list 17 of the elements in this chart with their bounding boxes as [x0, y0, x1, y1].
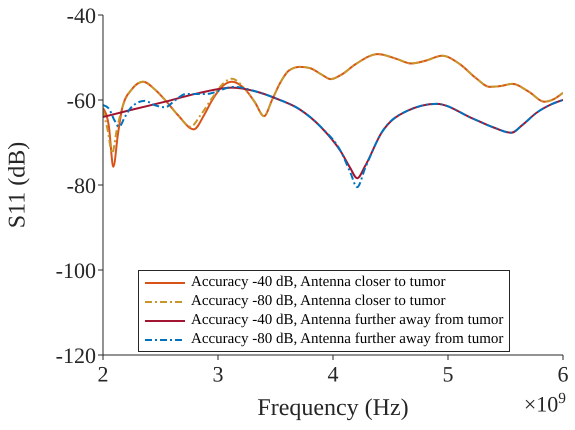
y-tick-label: -80 [66, 172, 96, 198]
y-tick-label: -100 [56, 258, 96, 283]
y-tick-label: -120 [56, 342, 96, 368]
y-axis-title: S11 (dB) [4, 142, 31, 228]
y-tick-label: -60 [66, 88, 96, 113]
legend-label: Accuracy -80 dB, Antenna closer to tumor [191, 293, 446, 310]
x-tick-label: 4 [328, 362, 338, 387]
x-tick-label: 6 [558, 362, 568, 387]
text: ×10$^{9}$ [524, 390, 566, 416]
x-tick-label: 3 [212, 362, 224, 387]
legend-label: Accuracy -40 dB, Antenna closer to tumor [191, 274, 446, 291]
x-tick-label: 2 [98, 362, 108, 387]
legend-label: Accuracy -40 dB, Antenna further away from tumor [191, 312, 504, 329]
y-tick-label: -40 [66, 2, 96, 28]
legend-label: Accuracy -80 dB, Antenna further away from tumor [191, 331, 504, 348]
x-tick-label: 5 [442, 362, 454, 387]
x-axis-title: Frequency (Hz) [257, 395, 409, 421]
